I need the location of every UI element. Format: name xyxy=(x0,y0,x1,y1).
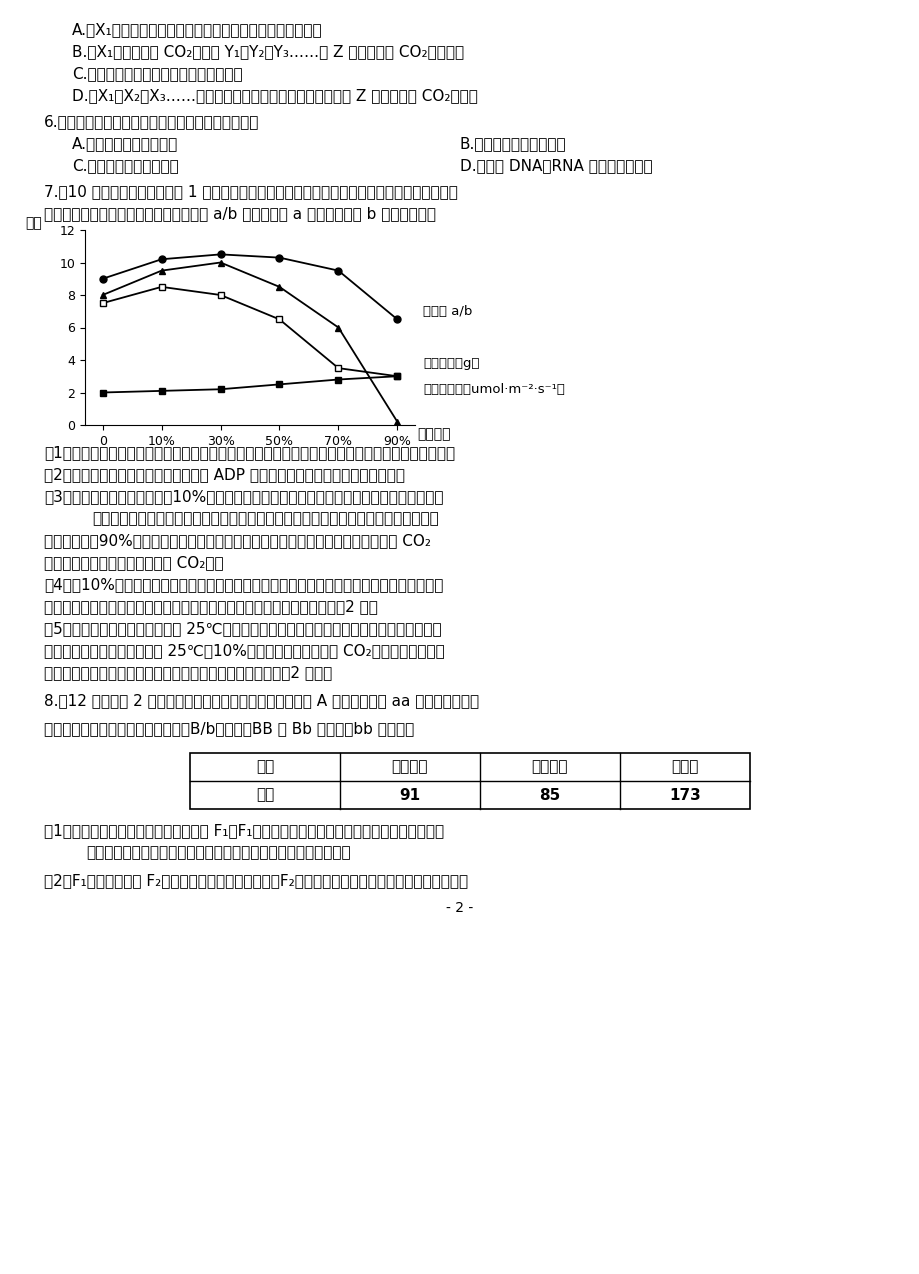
Text: 過光比例: 過光比例 xyxy=(416,427,450,441)
Text: 173: 173 xyxy=(668,787,700,803)
Text: B.　观察细胞的有丝分裂: B. 观察细胞的有丝分裂 xyxy=(460,136,566,152)
Text: 灰色斜纹: 灰色斜纹 xyxy=(531,759,568,775)
Text: 黑色斜纹: 黑色斜纹 xyxy=(391,759,427,775)
Bar xyxy=(190,753,749,809)
Text: （3）如图所示，当過光率达到10%以上时，随着過光比例增加，叶绻素含量增加，随后，其中: （3）如图所示，当過光率达到10%以上时，随着過光比例增加，叶绻素含量增加，随后… xyxy=(44,489,443,505)
Text: 当過光率达到90%时，对该植物体内所有能进行光合作用的细胞来说，叶绻体消耗的 CO₂: 当過光率达到90%时，对该植物体内所有能进行光合作用的细胞来说，叶绻体消耗的 C… xyxy=(44,533,430,548)
Text: - 2 -: - 2 - xyxy=(446,901,473,915)
Text: 黑色和灰色）亲本甲性状为无斜纹，乙的基因型为　　　　　　。: 黑色和灰色）亲本甲性状为无斜纹，乙的基因型为 。 xyxy=(85,845,350,860)
Text: B.　X₁过程吸收的 CO₂总量与 Y₁、Y₂、Y₃……及 Z 过程释放的 CO₂总量相等: B. X₁过程吸收的 CO₂总量与 Y₁、Y₂、Y₃……及 Z 过程释放的 CO… xyxy=(72,45,463,59)
Text: 叶绻素 a/b: 叶绻素 a/b xyxy=(423,306,471,318)
Text: 含量增加更多。由此推测，这是对　　　　　　　　环境的一种适应。: 含量增加更多。由此推测，这是对 环境的一种适应。 xyxy=(92,511,438,526)
Text: 8.（12 分，每空 2 分）家蚕蚕体有斜纹由常染色体上的基因 A 控制，基因型 aa 表现为无斜纹。: 8.（12 分，每空 2 分）家蚕蚕体有斜纹由常染色体上的基因 A 控制，基因型… xyxy=(44,693,479,708)
Text: 数目: 数目 xyxy=(255,787,274,803)
Text: 无斜纹: 无斜纹 xyxy=(671,759,698,775)
Text: 性状: 性状 xyxy=(255,759,274,775)
Text: （2）铁线达进行光合作用时，叶绻体中 ADP 的移动方向是　　　　　　　　　　。: （2）铁线达进行光合作用时，叶绻体中 ADP 的移动方向是 。 xyxy=(44,468,404,482)
Text: 85: 85 xyxy=(539,787,560,803)
Text: C.　当该生态系统处于相对稳定状态时，: C. 当该生态系统处于相对稳定状态时， xyxy=(72,66,243,82)
Text: D.　X₁、X₂、X₃……过程提供的有机物中的砖将全部转变为 Z 过程释放的 CO₂中的砖: D. X₁、X₂、X₃……过程提供的有机物中的砖将全部转变为 Z 过程释放的 C… xyxy=(72,88,477,103)
Text: C.　低温误导染色体加倍: C. 低温误导染色体加倍 xyxy=(72,158,178,173)
Text: （2）F₁雌雄交配所得 F₂的性状和分离比为　　　　。F₂中自交不发生性状分离的个体占　　　　。: （2）F₁雌雄交配所得 F₂的性状和分离比为 。F₂中自交不发生性状分离的个体占… xyxy=(44,873,468,888)
Text: （1）从铁线达绹叶中提取色素时，所得滤液颜色偏黄，则可能漏加的化学药品是　　　　　　　　。: （1）从铁线达绹叶中提取色素时，所得滤液颜色偏黄，则可能漏加的化学药品是 。 xyxy=(44,445,455,460)
Text: 植物叶片置于密闭容器中，在 25℃、10%遮阴条件下，测定叶片 CO₂的释放量。该实验: 植物叶片置于密闭容器中，在 25℃、10%遮阴条件下，测定叶片 CO₂的释放量。… xyxy=(44,643,444,657)
Text: （4）与10%過光处理相比，不過光处理的植株干重较小，可能的原因是　　　　　　　　。因: （4）与10%過光处理相比，不過光处理的植株干重较小，可能的原因是 。因 xyxy=(44,577,443,592)
Text: D.　观察 DNA、RNA 在细胞中的分布: D. 观察 DNA、RNA 在细胞中的分布 xyxy=(460,158,652,173)
Text: 此在生产中为了保证铁线达的产量，应该采取的措施是　　　　　　　。（2 分）: 此在生产中为了保证铁线达的产量，应该采取的措施是 。（2 分） xyxy=(44,599,378,614)
Text: 如图所示，请分析回答问题（曲线叶绻素 a/b 表示叶绻素 a 含量与叶绻素 b 含量之比）：: 如图所示，请分析回答问题（曲线叶绻素 a/b 表示叶绻素 a 含量与叶绻素 b … xyxy=(44,206,436,220)
Text: 净光合速率（umol·m⁻²·s⁻¹）: 净光合速率（umol·m⁻²·s⁻¹） xyxy=(423,383,564,396)
Text: （1）现选用两纯合亲本甲，乙杂交得到 F₁，F₁测交结果如上表：（注意：只有有斜纹时才分为: （1）现选用两纯合亲本甲，乙杂交得到 F₁，F₁测交结果如上表：（注意：只有有斜… xyxy=(44,823,444,838)
Text: 91: 91 xyxy=(399,787,420,803)
Text: A.　观察线粒体和叶绻体: A. 观察线粒体和叶绻体 xyxy=(72,136,178,152)
Text: 叶绻素含量（mg/g）: 叶绻素含量（mg/g） xyxy=(90,310,180,324)
Text: A.　X₁过程的完成必须依赖于一种具有双层膜结构的细胞器: A. X₁过程的完成必须依赖于一种具有双层膜结构的细胞器 xyxy=(72,22,323,37)
Text: 思路有一处错误，请指出并给予改正：　　　　　　　　　（2 分）。: 思路有一处错误，请指出并给予改正： （2 分）。 xyxy=(44,665,332,680)
Text: 6.　下列实验中，不需要漂洗或冲洗的是（　　）。: 6. 下列实验中，不需要漂洗或冲洗的是（ ）。 xyxy=(44,113,259,129)
Text: 斜纹颜色由常染色体上另一对基因（B/b）控制，BB 或 Bb 为黑色，bb 为灰色。: 斜纹颜色由常染色体上另一对基因（B/b）控制，BB 或 Bb 为黑色，bb 为灰… xyxy=(44,721,414,736)
Text: （5）该小组欲测定铁线达叶片在 25℃下的呼吸速率，设计了简要的实验，思路如下：将上述: （5）该小组欲测定铁线达叶片在 25℃下的呼吸速率，设计了简要的实验，思路如下：… xyxy=(44,620,441,636)
Text: 7.（10 分，除标注外，每个空 1 分）某小组研究了不同過光处理对铁线达光合作用的影响，结果: 7.（10 分，除标注外，每个空 1 分）某小组研究了不同過光处理对铁线达光合作… xyxy=(44,183,458,199)
Text: 量　　　　　　细胞呼吸产生的 CO₂量。: 量 细胞呼吸产生的 CO₂量。 xyxy=(44,555,223,569)
Text: 植株干重（g）: 植株干重（g） xyxy=(423,357,479,371)
